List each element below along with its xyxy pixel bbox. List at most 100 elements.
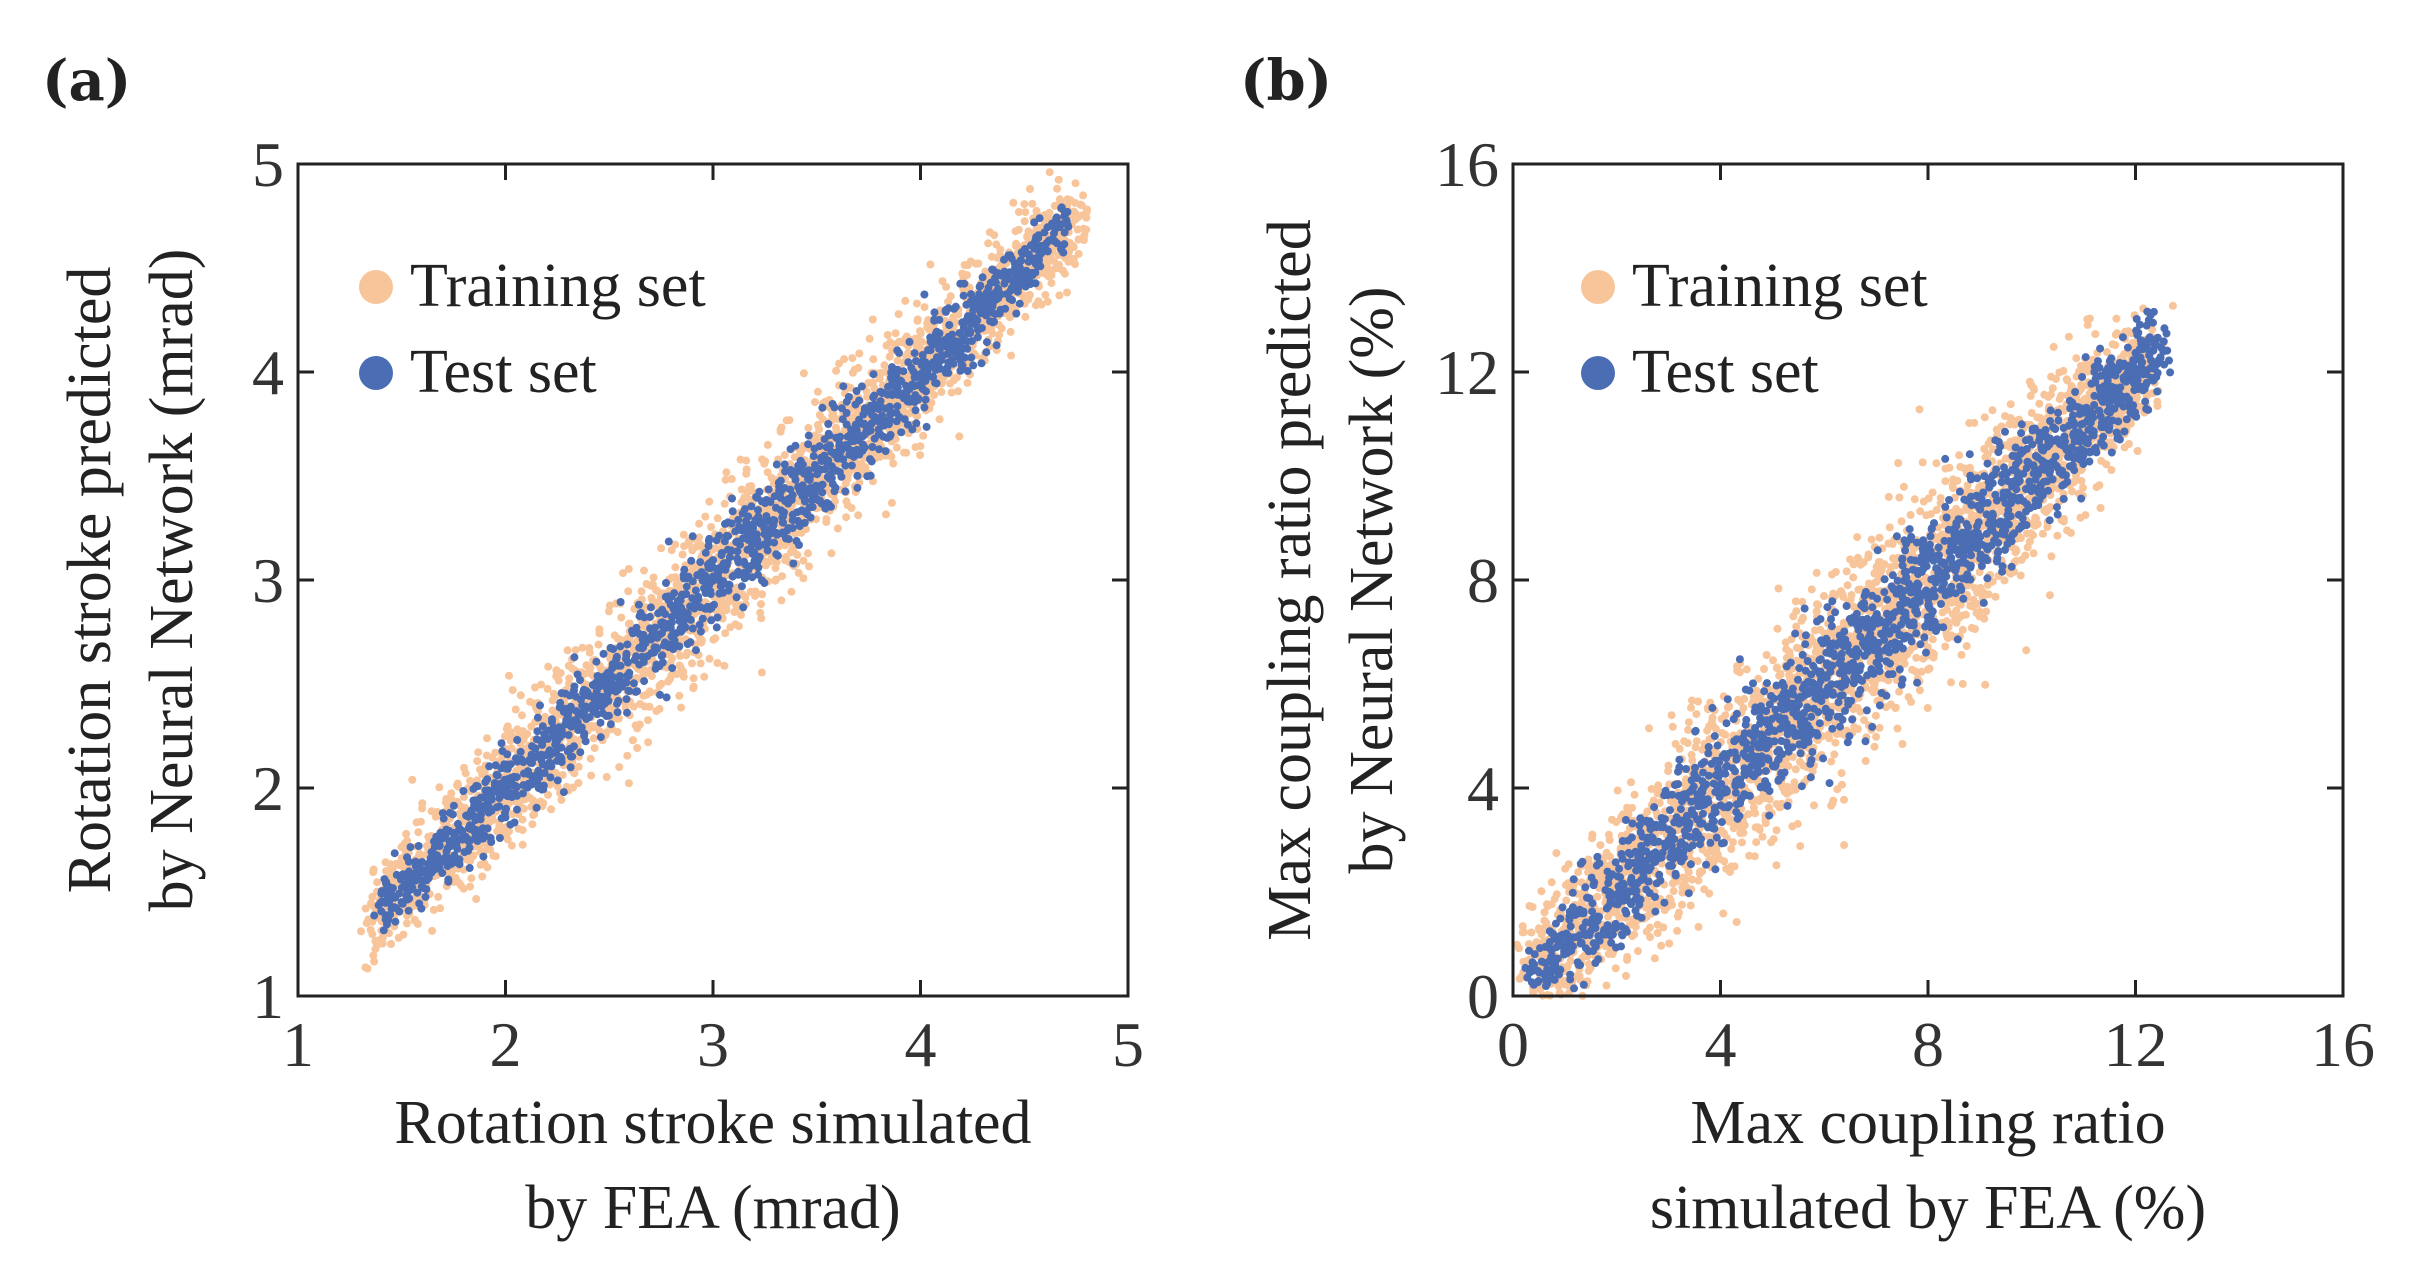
data-point (459, 787, 468, 795)
data-point (529, 811, 538, 820)
data-point (570, 686, 578, 695)
data-point (578, 701, 587, 710)
data-point (1074, 235, 1083, 244)
data-point (770, 516, 779, 525)
data-point (691, 586, 700, 595)
data-point (395, 889, 403, 898)
data-point (876, 387, 885, 396)
data-point (847, 437, 856, 446)
data-point (860, 419, 869, 428)
data-point (450, 851, 459, 860)
data-point (798, 460, 807, 469)
data-point (570, 653, 579, 662)
data-point (837, 404, 846, 413)
data-point (945, 321, 954, 329)
data-point (517, 756, 526, 765)
data-point (742, 465, 751, 474)
data-point (672, 580, 681, 589)
data-point (387, 940, 395, 948)
data-point (501, 732, 509, 741)
series-test (370, 203, 1073, 935)
data-point (764, 485, 773, 494)
data-point (1723, 703, 1732, 712)
data-point (795, 522, 804, 531)
data-point (821, 397, 830, 406)
data-point (531, 683, 539, 692)
data-point (724, 532, 733, 541)
data-point (537, 680, 546, 689)
data-point (780, 484, 789, 492)
data-point (408, 883, 417, 892)
data-point (696, 603, 705, 612)
data-point (842, 513, 851, 522)
data-point (671, 563, 680, 572)
data-point (371, 945, 380, 954)
data-point (766, 557, 775, 566)
data-point (868, 315, 877, 324)
data-point (404, 874, 413, 883)
data-point (700, 672, 709, 681)
data-point (1025, 253, 1034, 262)
data-point (381, 858, 390, 867)
data-point (651, 664, 660, 673)
data-point (930, 391, 939, 400)
data-point (992, 341, 1001, 350)
data-point (2001, 412, 2009, 421)
data-point (1047, 279, 1056, 288)
data-point (2168, 301, 2177, 310)
data-point (813, 387, 822, 396)
data-point (518, 789, 527, 798)
data-point (418, 804, 427, 813)
data-point (673, 670, 681, 679)
data-point (818, 403, 827, 412)
data-point (688, 659, 696, 668)
data-point (594, 640, 603, 649)
data-point (847, 461, 856, 470)
data-point (682, 651, 691, 660)
data-point (578, 643, 587, 652)
data-point (904, 349, 913, 357)
data-point (967, 290, 975, 299)
data-point (963, 367, 972, 375)
data-point (408, 775, 417, 784)
data-point (505, 671, 513, 680)
data-point (958, 344, 967, 352)
data-point (911, 357, 920, 365)
data-point (1885, 523, 1894, 532)
data-point (883, 331, 892, 339)
data-point (537, 756, 546, 764)
data-point (853, 471, 862, 480)
data-point (824, 456, 833, 465)
data-point (487, 793, 496, 802)
data-point (516, 691, 525, 700)
data-point (828, 411, 837, 420)
data-point (502, 804, 510, 813)
data-point (606, 720, 615, 729)
data-point (990, 231, 999, 240)
data-point (1769, 656, 1777, 665)
data-point (838, 415, 847, 424)
data-point (751, 516, 760, 524)
data-point (877, 369, 886, 377)
data-point (910, 349, 919, 358)
data-point (941, 306, 950, 315)
data-point (495, 834, 504, 842)
data-point (672, 629, 681, 638)
data-point (556, 669, 565, 678)
data-point (747, 502, 756, 511)
data-point (869, 378, 877, 387)
data-point (746, 587, 755, 596)
data-point (676, 651, 685, 660)
data-point (423, 867, 432, 876)
data-point (969, 361, 978, 370)
data-point (548, 696, 557, 705)
data-point (405, 867, 414, 876)
data-point (850, 365, 859, 374)
data-point (1020, 200, 1029, 209)
data-point (447, 789, 456, 798)
data-point (824, 429, 833, 438)
data-point (682, 590, 691, 599)
data-point (1791, 765, 1800, 774)
data-point (623, 708, 631, 717)
data-point (743, 519, 752, 528)
